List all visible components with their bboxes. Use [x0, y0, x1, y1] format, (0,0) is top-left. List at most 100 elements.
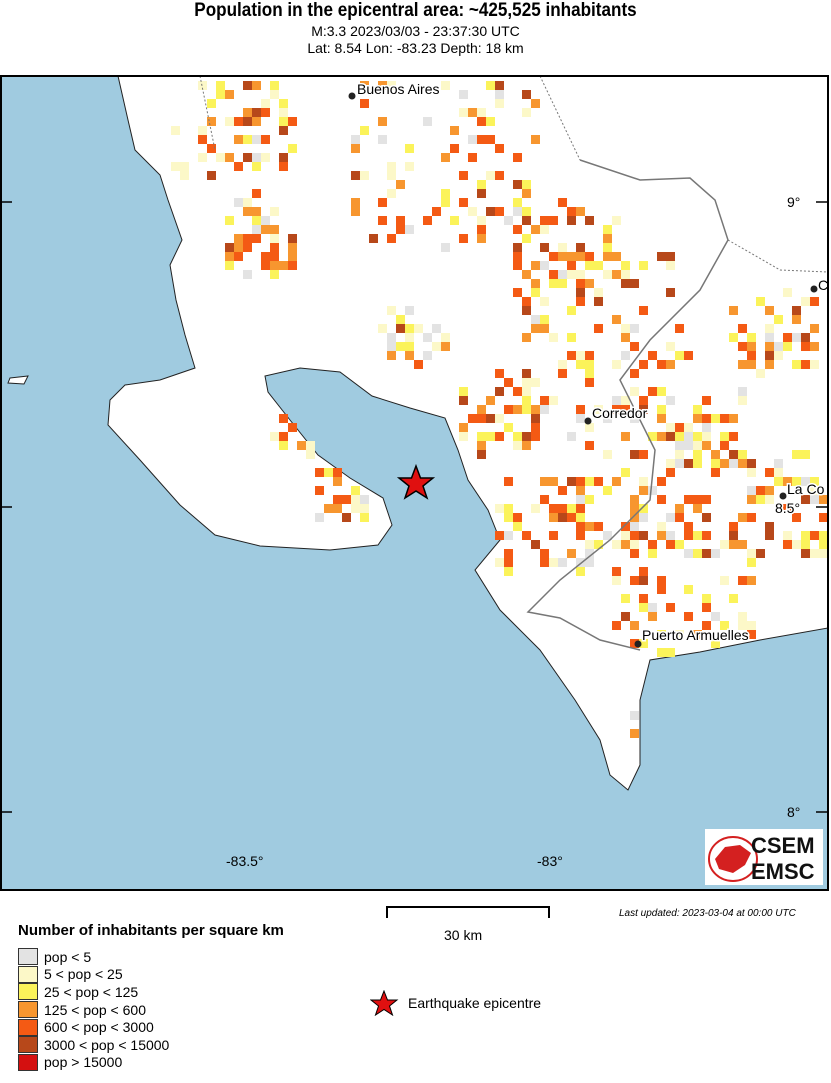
population-cell	[405, 324, 414, 333]
population-cell	[576, 495, 585, 504]
red-star-icon[interactable]	[396, 463, 436, 500]
population-cell	[747, 558, 756, 567]
population-cell	[783, 342, 792, 351]
population-cell	[711, 414, 720, 423]
scale-label: 30 km	[444, 927, 483, 943]
population-cell	[522, 369, 531, 378]
population-cell	[288, 423, 297, 432]
population-cell	[243, 81, 252, 90]
population-cell	[549, 252, 558, 261]
population-cell	[540, 315, 549, 324]
population-cell	[657, 405, 666, 414]
population-cell	[720, 432, 729, 441]
population-cell	[522, 270, 531, 279]
population-cell	[666, 288, 675, 297]
population-cell	[567, 306, 576, 315]
population-cell	[270, 252, 279, 261]
population-cell	[657, 495, 666, 504]
population-cell	[630, 522, 639, 531]
population-cell	[423, 216, 432, 225]
population-cell	[252, 189, 261, 198]
lat-label-8: 8°	[787, 804, 800, 820]
population-cell	[765, 360, 774, 369]
population-cell	[540, 495, 549, 504]
population-cell	[666, 513, 675, 522]
population-cell	[567, 252, 576, 261]
population-cell	[270, 261, 279, 270]
population-cell	[531, 315, 540, 324]
last-updated: Last updated: 2023-03-04 at 00:00 UTC	[619, 908, 796, 919]
population-cell	[810, 549, 819, 558]
population-cell	[630, 387, 639, 396]
population-cell	[495, 387, 504, 396]
population-cell	[612, 216, 621, 225]
population-cell	[234, 135, 243, 144]
population-cell	[531, 261, 540, 270]
population-cell	[666, 396, 675, 405]
svg-text:CSEM: CSEM	[751, 833, 815, 858]
city-markers: Buenos Aires Corredor La Co Puerto Armue…	[348, 80, 830, 648]
scale-bar	[386, 906, 550, 918]
population-cell	[720, 414, 729, 423]
legend-label: 600 < pop < 3000	[44, 1019, 154, 1036]
population-cell	[675, 450, 684, 459]
legend-swatch	[18, 1001, 38, 1019]
population-cell	[234, 243, 243, 252]
population-cell	[612, 252, 621, 261]
population-cell	[441, 342, 450, 351]
population-cell	[684, 549, 693, 558]
population-cell	[621, 279, 630, 288]
population-cell	[792, 540, 801, 549]
population-cell	[684, 432, 693, 441]
population-cell	[774, 468, 783, 477]
population-cell	[621, 531, 630, 540]
population-cell	[621, 612, 630, 621]
population-cell	[531, 432, 540, 441]
population-cell	[765, 468, 774, 477]
population-cell	[549, 279, 558, 288]
population-cell	[180, 162, 189, 171]
population-cell	[765, 324, 774, 333]
population-cell	[252, 81, 261, 90]
population-cell	[405, 333, 414, 342]
population-cell	[540, 324, 549, 333]
population-cell	[441, 189, 450, 198]
population-cell	[648, 612, 657, 621]
population-cell	[243, 207, 252, 216]
population-cell	[585, 369, 594, 378]
epicentre-legend: Earthquake epicentre	[370, 990, 541, 1016]
population-cell	[585, 522, 594, 531]
population-cell	[252, 216, 261, 225]
map-title: Population in the epicentral area: ~425,…	[194, 0, 637, 21]
population-cell	[486, 135, 495, 144]
population-cell	[495, 531, 504, 540]
population-cell	[621, 333, 630, 342]
population-cell	[459, 432, 468, 441]
population-cell	[729, 306, 738, 315]
population-cell	[711, 639, 720, 648]
population-cell	[603, 243, 612, 252]
population-cell	[477, 234, 486, 243]
population-cell	[432, 324, 441, 333]
population-cell	[684, 522, 693, 531]
population-cell	[720, 459, 729, 468]
population-cell	[810, 477, 819, 486]
population-cell	[774, 459, 783, 468]
population-cell	[576, 207, 585, 216]
population-cell	[396, 324, 405, 333]
population-cell	[459, 171, 468, 180]
population-cell	[576, 558, 585, 567]
population-cell	[585, 477, 594, 486]
population-cell	[504, 423, 513, 432]
population-cell	[513, 243, 522, 252]
population-cell	[225, 243, 234, 252]
population-cell	[702, 621, 711, 630]
population-cell	[261, 216, 270, 225]
population-cell	[270, 207, 279, 216]
population-cell	[171, 126, 180, 135]
population-cell	[270, 270, 279, 279]
population-cell	[711, 468, 720, 477]
population-map[interactable]: Buenos Aires Corredor La Co Puerto Armue…	[0, 74, 831, 894]
population-cell	[549, 333, 558, 342]
population-cell	[522, 108, 531, 117]
